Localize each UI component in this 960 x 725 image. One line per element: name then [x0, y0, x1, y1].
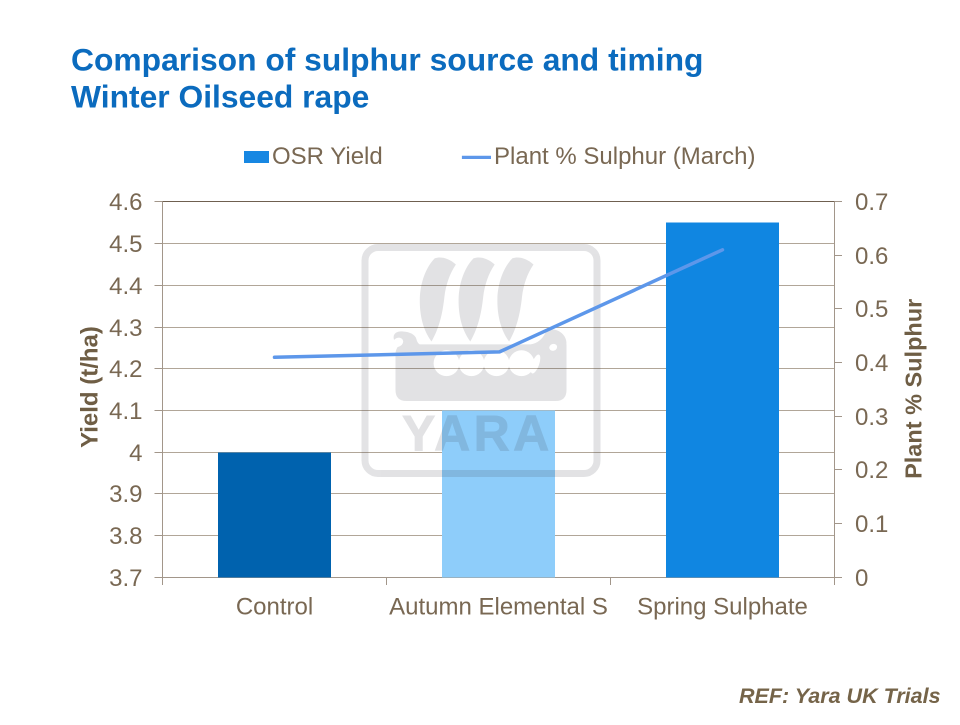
svg-text:0.7: 0.7	[855, 189, 888, 216]
svg-text:4.1: 4.1	[109, 398, 142, 425]
svg-text:Yield (t/ha): Yield (t/ha)	[77, 326, 104, 448]
svg-text:Spring Sulphate: Spring Sulphate	[637, 594, 808, 621]
svg-text:0: 0	[855, 565, 868, 592]
svg-text:0.3: 0.3	[855, 404, 888, 431]
svg-text:0.1: 0.1	[855, 511, 888, 538]
svg-text:Autumn Elemental S: Autumn Elemental S	[389, 594, 608, 621]
svg-text:Winter Oilseed rape: Winter Oilseed rape	[71, 78, 369, 114]
svg-text:0.5: 0.5	[855, 296, 888, 323]
svg-text:0.2: 0.2	[855, 457, 888, 484]
svg-text:REF: Yara UK Trials: REF: Yara UK Trials	[739, 684, 941, 708]
svg-text:0.4: 0.4	[855, 350, 888, 377]
svg-text:4.2: 4.2	[109, 356, 142, 383]
svg-text:Control: Control	[236, 594, 313, 621]
svg-text:3.7: 3.7	[109, 565, 142, 592]
svg-text:4.3: 4.3	[109, 315, 142, 342]
svg-text:Plant % Sulphur: Plant % Sulphur	[901, 299, 927, 479]
svg-text:3.9: 3.9	[109, 481, 142, 508]
svg-text:OSR Yield: OSR Yield	[272, 143, 383, 170]
svg-text:Plant % Sulphur (March): Plant % Sulphur (March)	[494, 143, 755, 170]
svg-text:4: 4	[129, 440, 142, 467]
svg-text:YARA: YARA	[402, 406, 553, 462]
svg-text:3.8: 3.8	[109, 523, 142, 550]
svg-text:0.6: 0.6	[855, 243, 888, 270]
svg-text:4.5: 4.5	[109, 231, 142, 258]
svg-text:Comparison of sulphur source a: Comparison of sulphur source and timing	[71, 41, 703, 77]
svg-text:4.6: 4.6	[109, 189, 142, 216]
svg-text:4.4: 4.4	[109, 273, 142, 300]
